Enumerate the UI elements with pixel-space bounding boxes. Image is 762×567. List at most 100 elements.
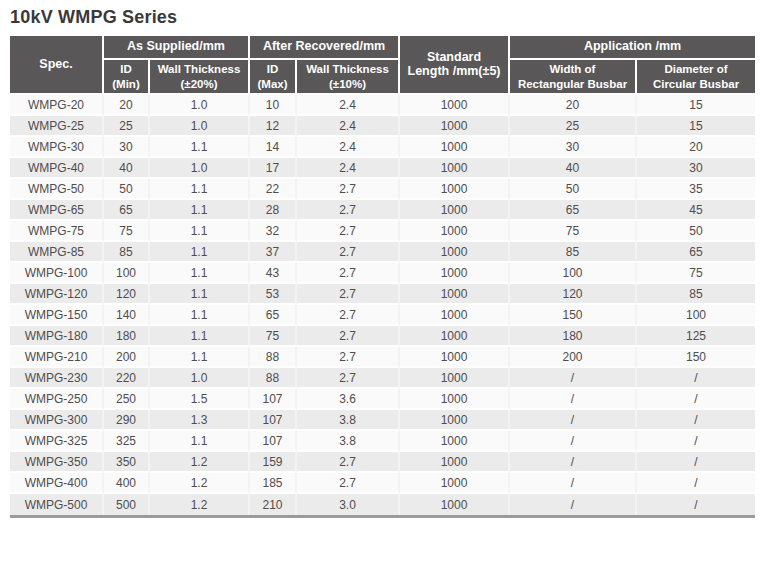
value-cell: 2.7 [297,263,400,284]
spec-cell: WMPG-210 [10,347,104,368]
table-row: WMPG-1001001.1432.7100010075 [10,263,755,284]
spec-cell: WMPG-40 [10,158,104,179]
value-cell: 1000 [400,116,510,137]
value-cell: 1.1 [150,200,250,221]
value-cell: 1.1 [150,242,250,263]
value-cell: 1.0 [150,116,250,137]
value-cell: 32 [250,221,297,242]
value-cell: 2.7 [297,242,400,263]
col-group-after-recovered: After Recovered/mm [250,36,400,60]
value-cell: 100 [637,305,755,326]
value-cell: 65 [637,242,755,263]
value-cell: 220 [104,368,150,389]
value-cell: 1000 [400,179,510,200]
header-group-row: Spec. As Supplied/mm After Recovered/mm … [10,36,755,60]
spec-cell: WMPG-25 [10,116,104,137]
value-cell: 53 [250,284,297,305]
table-row: WMPG-3503501.21592.71000// [10,452,755,473]
value-cell: 65 [250,305,297,326]
value-cell: 2.4 [297,137,400,158]
value-cell: 1.0 [150,368,250,389]
table-row: WMPG-2502501.51073.61000// [10,389,755,410]
value-cell: 150 [637,347,755,368]
value-cell: / [510,389,637,410]
value-cell: 14 [250,137,297,158]
col-header-width-rectangular-busbar: Width of Rectangular Busbar [510,60,637,95]
value-cell: 43 [250,263,297,284]
value-cell: 1000 [400,347,510,368]
value-cell: 2.7 [297,347,400,368]
value-cell: 1.2 [150,494,250,515]
spec-cell: WMPG-230 [10,368,104,389]
value-cell: 290 [104,410,150,431]
value-cell: 1000 [400,494,510,515]
value-cell: 1.1 [150,431,250,452]
value-cell: 50 [637,221,755,242]
spec-cell: WMPG-180 [10,326,104,347]
value-cell: 325 [104,431,150,452]
value-cell: 1000 [400,200,510,221]
value-cell: 1.1 [150,326,250,347]
table-row: WMPG-50501.1222.710005035 [10,179,755,200]
value-cell: 1000 [400,326,510,347]
value-cell: 37 [250,242,297,263]
page: 10kV WMPG Series Spec. As Supplied/mm Af… [0,0,762,567]
value-cell: 10 [250,95,297,116]
value-cell: 1.1 [150,179,250,200]
table-row: WMPG-1801801.1752.71000180125 [10,326,755,347]
spec-cell: WMPG-65 [10,200,104,221]
value-cell: 40 [510,158,637,179]
value-cell: / [510,368,637,389]
value-cell: 75 [250,326,297,347]
value-cell: 1000 [400,452,510,473]
table-row: WMPG-3253251.11073.81000// [10,431,755,452]
value-cell: 1000 [400,410,510,431]
value-cell: 1000 [400,158,510,179]
value-cell: 75 [510,221,637,242]
value-cell: 180 [104,326,150,347]
value-cell: 1000 [400,368,510,389]
value-cell: 1.1 [150,347,250,368]
value-cell: / [637,389,755,410]
value-cell: 2.7 [297,284,400,305]
spec-cell: WMPG-150 [10,305,104,326]
value-cell: 107 [250,389,297,410]
value-cell: 88 [250,347,297,368]
value-cell: 1000 [400,473,510,494]
value-cell: 15 [637,116,755,137]
value-cell: 150 [510,305,637,326]
value-cell: 75 [104,221,150,242]
value-cell: 85 [104,242,150,263]
value-cell: / [637,494,755,515]
value-cell: 40 [104,158,150,179]
value-cell: 3.8 [297,431,400,452]
value-cell: 1.0 [150,95,250,116]
value-cell: 2.7 [297,179,400,200]
value-cell: 1000 [400,431,510,452]
value-cell: 85 [510,242,637,263]
value-cell: 250 [104,389,150,410]
value-cell: 100 [510,263,637,284]
value-cell: 50 [104,179,150,200]
value-cell: 2.7 [297,473,400,494]
value-cell: 2.7 [297,305,400,326]
value-cell: 185 [250,473,297,494]
value-cell: 1000 [400,242,510,263]
value-cell: 25 [510,116,637,137]
value-cell: 180 [510,326,637,347]
value-cell: 120 [104,284,150,305]
spec-cell: WMPG-75 [10,221,104,242]
page-title: 10kV WMPG Series [10,7,755,28]
value-cell: 50 [510,179,637,200]
value-cell: 1.1 [150,284,250,305]
value-cell: 45 [637,200,755,221]
value-cell: 88 [250,368,297,389]
spec-cell: WMPG-50 [10,179,104,200]
table-row: WMPG-2102001.1882.71000200150 [10,347,755,368]
value-cell: 2.7 [297,368,400,389]
table-row: WMPG-3002901.31073.81000// [10,410,755,431]
col-header-id-max: ID (Max) [250,60,297,95]
value-cell: 65 [104,200,150,221]
value-cell: 400 [104,473,150,494]
value-cell: 75 [637,263,755,284]
